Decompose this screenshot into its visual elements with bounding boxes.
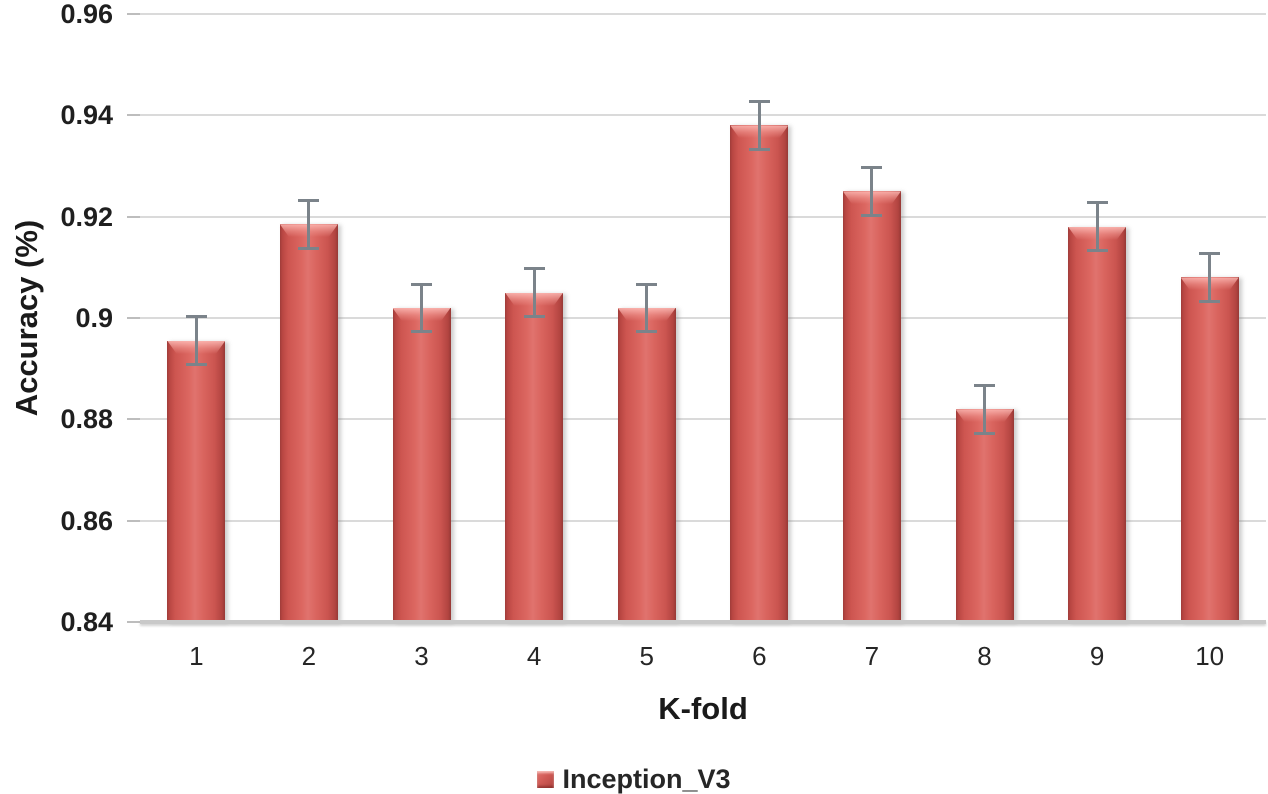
error-bar-cap-top <box>974 383 995 387</box>
y-axis-tick <box>127 13 140 15</box>
x-tick-label: 10 <box>1195 641 1225 671</box>
error-bar <box>393 282 451 334</box>
bar <box>392 307 451 622</box>
bar <box>279 224 338 622</box>
error-bar-line <box>870 166 874 217</box>
y-tick-label: 0.86 <box>60 505 113 536</box>
gridline <box>140 114 1266 117</box>
bar <box>1068 226 1127 622</box>
x-tick-label: 1 <box>189 641 204 671</box>
y-axis-tick <box>127 621 140 623</box>
error-bar <box>505 267 563 318</box>
x-tick-label: 3 <box>414 641 429 671</box>
y-tick-label: 0.9 <box>75 303 113 333</box>
error-bar-cap-top <box>748 100 770 104</box>
error-bar-cap-bottom <box>1086 249 1108 253</box>
error-bar-cap-bottom <box>298 246 320 250</box>
error-bar-line <box>420 282 423 334</box>
y-tick-label: 0.88 <box>60 404 113 435</box>
x-tick-label: 2 <box>301 641 317 671</box>
plot-area <box>140 13 1266 624</box>
error-bar <box>280 198 338 250</box>
error-bar-cap-bottom <box>861 213 883 217</box>
bar <box>505 292 564 622</box>
error-bar-cap-top <box>523 267 545 271</box>
error-bar-cap-bottom <box>185 363 207 367</box>
error-bar-line <box>1208 252 1212 303</box>
error-bar-line <box>194 315 198 367</box>
x-tick-label: 7 <box>864 641 880 671</box>
bar <box>617 307 676 622</box>
error-bar <box>730 100 788 151</box>
x-tick-label: 9 <box>1089 641 1105 671</box>
error-bar-cap-bottom <box>523 314 545 318</box>
y-axis-tick <box>127 114 140 117</box>
gridline <box>140 519 1266 522</box>
x-axis-line <box>140 620 1266 624</box>
error-bar-line <box>645 282 649 334</box>
gridline <box>140 13 1266 15</box>
error-bar <box>1068 201 1126 253</box>
error-bar <box>618 282 676 334</box>
x-tick-label: 6 <box>752 641 767 671</box>
bar <box>955 409 1014 622</box>
x-tick-label: 4 <box>526 641 542 671</box>
error-bar-cap-top <box>1086 201 1108 205</box>
error-bar-cap-bottom <box>1199 299 1221 303</box>
bar <box>730 125 789 622</box>
y-axis-tick <box>127 215 140 218</box>
error-bar-cap-bottom <box>411 330 432 334</box>
legend-label: Inception_V3 <box>562 764 731 794</box>
error-bar-line <box>983 383 986 435</box>
legend: Inception_V3 <box>0 764 1268 794</box>
error-bar <box>843 166 901 217</box>
y-axis-tick <box>127 519 140 522</box>
error-bar <box>167 315 225 367</box>
gridline <box>140 215 1266 218</box>
error-bar-cap-top <box>1199 252 1221 256</box>
error-bar-cap-bottom <box>636 330 658 334</box>
x-axis-title: K-fold <box>658 691 748 726</box>
x-tick-label: 5 <box>639 641 654 671</box>
y-tick-label: 0.92 <box>60 201 113 232</box>
error-bar-cap-top <box>411 282 432 286</box>
error-bar <box>1181 252 1239 303</box>
error-bar-line <box>1095 201 1099 253</box>
y-axis-tick <box>127 317 140 319</box>
legend-marker-icon <box>537 770 555 788</box>
bar <box>1180 277 1239 622</box>
error-bar-cap-top <box>636 282 658 286</box>
gridline <box>140 418 1266 421</box>
y-tick-label: 0.94 <box>60 100 113 131</box>
error-bar-cap-top <box>185 315 207 319</box>
y-tick-label: 0.84 <box>60 607 113 637</box>
gridline <box>140 317 1266 319</box>
error-bar-cap-bottom <box>748 147 770 151</box>
y-tick-label: 0.96 <box>60 0 113 29</box>
error-bar <box>956 383 1014 435</box>
error-bar-line <box>532 267 536 318</box>
x-tick-label: 8 <box>977 641 992 671</box>
error-bar-line <box>757 100 761 151</box>
bar <box>167 340 226 622</box>
error-bar-cap-bottom <box>974 431 995 435</box>
error-bar-cap-top <box>861 166 883 169</box>
bar <box>842 191 901 622</box>
y-axis-tick <box>127 418 140 421</box>
error-bar-line <box>307 198 311 250</box>
error-bar-cap-top <box>298 198 320 202</box>
